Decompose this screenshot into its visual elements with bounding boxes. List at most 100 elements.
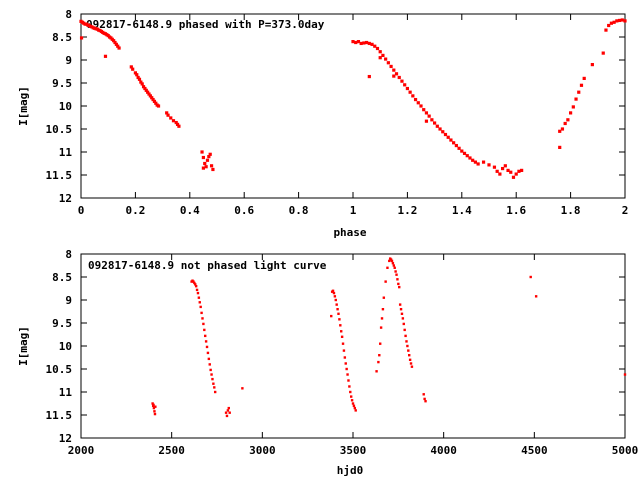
phased-data-point: [129, 65, 133, 69]
phased-data-point: [367, 74, 371, 79]
unphased-y-tick-label: 8: [65, 248, 72, 261]
phased-data-point: [566, 118, 570, 122]
unphased-data-point: [330, 314, 333, 318]
unphased-data-point: [408, 354, 411, 357]
phased-data-point: [473, 160, 477, 164]
phased-data-point: [419, 104, 423, 108]
phased-data-point: [498, 172, 502, 176]
unphased-data-point: [241, 387, 244, 390]
unphased-data-point: [408, 358, 412, 361]
unphased-data-point: [410, 365, 414, 368]
phased-data-point: [373, 44, 377, 48]
phased-data-point: [103, 54, 108, 58]
unphased-data-point: [336, 308, 339, 311]
phased-data-point: [386, 61, 390, 65]
unphased-data-point: [340, 330, 343, 333]
phased-data-point: [422, 108, 426, 112]
phased-data-point: [359, 41, 363, 46]
phased-data-point: [468, 156, 472, 160]
unphased-data-point: [205, 345, 209, 349]
phased-data-point: [156, 104, 161, 108]
phased-data-point: [397, 75, 401, 80]
unphased-data-point: [379, 326, 383, 329]
unphased-data-point: [344, 362, 347, 365]
unphased-data-point: [397, 282, 400, 286]
phased-data-point: [590, 63, 594, 67]
phased-data-point: [579, 83, 584, 87]
unphased-data-point: [400, 312, 404, 315]
phased-data-point: [607, 23, 611, 28]
phased-data-point: [204, 165, 208, 169]
unphased-data-point: [384, 280, 387, 283]
phased-data-point: [148, 94, 152, 98]
phased-data-point: [582, 76, 586, 80]
unphased-data-point: [195, 288, 199, 292]
unphased-data-point: [198, 301, 201, 304]
phased-data-point: [615, 19, 619, 23]
phased-y-tick-label: 11.5: [46, 169, 73, 182]
phased-data-point: [203, 161, 207, 166]
unphased-data-point: [534, 295, 538, 298]
phased-data-point: [514, 172, 518, 176]
phased-data-point: [135, 73, 139, 77]
phased-data-point: [201, 155, 205, 160]
unphased-data-point: [403, 328, 406, 332]
unphased-panel-ylabel: I[mag]: [17, 326, 30, 366]
phased-x-tick-label: 2: [622, 204, 629, 217]
phased-data-point: [137, 77, 142, 81]
unphased-data-point: [151, 402, 154, 405]
unphased-data-point: [404, 334, 407, 338]
phased-data-point: [152, 99, 157, 103]
unphased-data-point: [407, 349, 410, 352]
phased-data-point: [560, 127, 565, 131]
phased-data-point: [378, 56, 382, 60]
phased-data-point: [79, 36, 84, 40]
phased-data-point: [177, 124, 181, 128]
unphased-data-point: [212, 382, 215, 385]
unphased-data-point: [388, 259, 391, 263]
unphased-data-point: [200, 311, 203, 315]
phased-data-point: [200, 150, 204, 154]
phased-data-point: [476, 162, 480, 166]
phased-data-point: [427, 114, 431, 118]
phased-data-point: [452, 141, 456, 145]
phased-data-point: [408, 90, 412, 94]
unphased-data-point: [398, 285, 401, 289]
phased-data-point: [166, 113, 170, 117]
phased-data-point: [457, 146, 461, 150]
phased-data-point: [143, 86, 147, 91]
unphased-data-point: [334, 298, 337, 302]
unphased-data-point: [380, 317, 384, 320]
phased-data-point: [416, 101, 420, 105]
phased-data-point: [400, 79, 404, 83]
unphased-panel-xlabel: hjd0: [337, 464, 364, 477]
phased-data-point: [354, 40, 358, 45]
unphased-data-point: [194, 283, 197, 286]
phased-data-point: [471, 158, 475, 162]
phased-data-point: [207, 155, 211, 159]
phased-data-point: [438, 127, 442, 131]
unphased-data-point: [348, 385, 351, 388]
phased-data-point: [403, 83, 407, 87]
unphased-data-point: [213, 386, 216, 389]
unphased-data-point: [207, 357, 211, 361]
phased-data-point: [558, 145, 562, 149]
unphased-data-point: [341, 342, 345, 345]
unphased-data-point: [392, 264, 395, 267]
unphased-data-point: [153, 410, 156, 413]
unphased-data-point: [389, 258, 393, 261]
phased-data-point: [501, 166, 505, 171]
unphased-panel-title: 092817-6148.9 not phased light curve: [88, 259, 327, 272]
phased-data-point: [569, 111, 573, 115]
phased-y-tick-label: 10: [59, 100, 72, 113]
phased-data-point: [495, 169, 499, 173]
phased-data-point: [609, 21, 613, 25]
unphased-data-point: [354, 409, 357, 412]
unphased-data-point: [211, 377, 214, 381]
unphased-x-tick-label: 5000: [612, 444, 639, 457]
unphased-data-point: [391, 262, 395, 265]
unphased-data-point: [213, 390, 217, 394]
unphased-data-point: [390, 259, 394, 263]
phased-data-point: [620, 18, 624, 22]
unphased-data-point: [350, 399, 354, 402]
